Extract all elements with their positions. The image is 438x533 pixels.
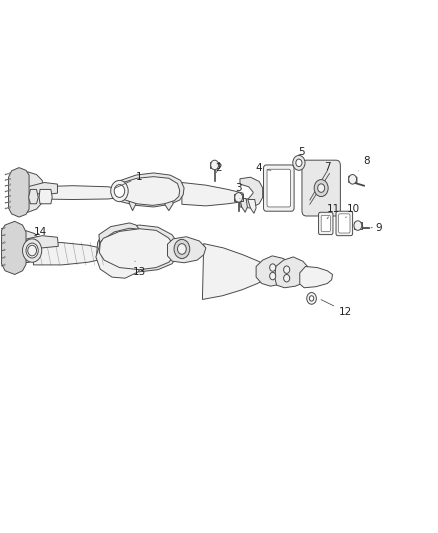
- Polygon shape: [182, 182, 243, 206]
- Text: 8: 8: [359, 156, 370, 171]
- FancyBboxPatch shape: [302, 160, 340, 216]
- Polygon shape: [1, 227, 5, 229]
- Circle shape: [26, 243, 38, 258]
- Text: 4: 4: [255, 163, 271, 173]
- Polygon shape: [202, 244, 269, 300]
- Polygon shape: [9, 167, 29, 217]
- Polygon shape: [349, 176, 357, 182]
- Polygon shape: [5, 201, 11, 204]
- Polygon shape: [33, 243, 106, 265]
- Polygon shape: [354, 222, 362, 229]
- Polygon shape: [248, 199, 256, 213]
- Circle shape: [174, 239, 190, 259]
- Circle shape: [354, 221, 362, 230]
- Polygon shape: [2, 221, 26, 274]
- Polygon shape: [99, 229, 174, 270]
- Polygon shape: [127, 193, 136, 211]
- Polygon shape: [5, 189, 11, 192]
- Polygon shape: [28, 182, 57, 195]
- Circle shape: [349, 174, 357, 184]
- Polygon shape: [240, 177, 263, 208]
- Circle shape: [28, 245, 36, 256]
- Polygon shape: [39, 189, 52, 204]
- Circle shape: [177, 244, 186, 254]
- Circle shape: [284, 266, 290, 273]
- Polygon shape: [5, 172, 11, 175]
- Polygon shape: [275, 257, 308, 288]
- Polygon shape: [167, 237, 206, 263]
- Circle shape: [270, 264, 276, 271]
- Text: 11: 11: [327, 204, 340, 219]
- Polygon shape: [5, 195, 11, 198]
- Circle shape: [284, 274, 290, 282]
- Polygon shape: [300, 266, 332, 288]
- Circle shape: [111, 180, 128, 201]
- Circle shape: [314, 180, 328, 197]
- Text: 3: 3: [235, 183, 242, 198]
- FancyBboxPatch shape: [336, 211, 353, 236]
- Polygon shape: [210, 162, 219, 168]
- FancyBboxPatch shape: [339, 214, 350, 233]
- Polygon shape: [240, 198, 247, 212]
- FancyBboxPatch shape: [321, 215, 330, 231]
- Text: 12: 12: [321, 300, 352, 317]
- Text: 2: 2: [215, 163, 222, 173]
- Polygon shape: [28, 189, 38, 204]
- Text: 9: 9: [371, 223, 381, 233]
- Polygon shape: [97, 225, 179, 272]
- Polygon shape: [5, 206, 11, 209]
- Circle shape: [318, 184, 325, 192]
- Polygon shape: [234, 194, 243, 200]
- Polygon shape: [162, 195, 173, 211]
- Polygon shape: [120, 176, 180, 205]
- Text: 13: 13: [133, 261, 146, 277]
- FancyBboxPatch shape: [318, 212, 333, 235]
- FancyBboxPatch shape: [264, 165, 294, 211]
- Circle shape: [235, 192, 243, 202]
- Polygon shape: [7, 230, 40, 264]
- Text: 7: 7: [324, 161, 331, 172]
- Polygon shape: [1, 256, 5, 259]
- FancyBboxPatch shape: [267, 169, 290, 207]
- Circle shape: [114, 184, 125, 197]
- Text: 10: 10: [346, 204, 360, 217]
- Circle shape: [22, 239, 42, 262]
- Text: 1: 1: [115, 172, 143, 188]
- Text: 14: 14: [34, 227, 47, 237]
- Text: 5: 5: [298, 147, 304, 157]
- Polygon shape: [1, 234, 5, 237]
- Circle shape: [211, 160, 219, 169]
- Polygon shape: [14, 172, 43, 212]
- Polygon shape: [118, 173, 184, 207]
- Polygon shape: [256, 256, 292, 286]
- Polygon shape: [5, 178, 11, 181]
- Polygon shape: [99, 223, 141, 262]
- Polygon shape: [5, 184, 11, 187]
- Circle shape: [307, 293, 316, 304]
- Circle shape: [293, 156, 305, 170]
- Polygon shape: [96, 228, 145, 278]
- Polygon shape: [1, 241, 5, 244]
- Polygon shape: [1, 249, 5, 252]
- Circle shape: [309, 296, 314, 301]
- Polygon shape: [27, 236, 58, 248]
- Polygon shape: [1, 264, 5, 266]
- Polygon shape: [38, 185, 123, 199]
- Circle shape: [270, 272, 276, 280]
- Circle shape: [296, 159, 302, 166]
